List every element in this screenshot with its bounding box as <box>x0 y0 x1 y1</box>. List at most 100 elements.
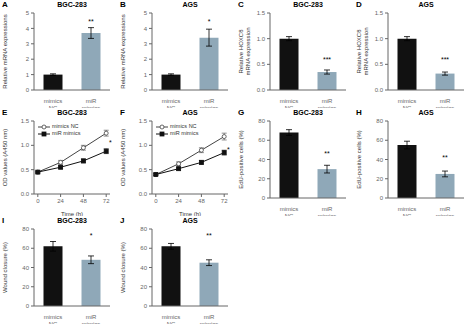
svg-text:60: 60 <box>376 137 383 143</box>
svg-text:40: 40 <box>258 157 265 163</box>
svg-text:EdU-positive cells (%): EdU-positive cells (%) <box>238 130 244 189</box>
svg-text:mimicsNC: mimicsNC <box>162 98 181 108</box>
svg-text:60: 60 <box>22 245 29 251</box>
html-text:BGC-283: BGC-283 <box>57 109 87 116</box>
html-text:AGS: AGS <box>182 1 198 8</box>
svg-text:4: 4 <box>144 26 148 32</box>
svg-text:miRmimics: miRmimics <box>200 98 219 108</box>
svg-text:20: 20 <box>258 176 265 182</box>
svg-text:5: 5 <box>26 10 30 16</box>
svg-text:20: 20 <box>140 284 147 290</box>
svg-text:80: 80 <box>22 226 29 232</box>
svg-text:1: 1 <box>26 72 30 78</box>
svg-text:0: 0 <box>26 303 30 309</box>
svg-text:Time (h): Time (h) <box>179 211 201 216</box>
svg-text:Relative HOXC8: Relative HOXC8 <box>356 29 362 74</box>
svg-text:1.0: 1.0 <box>375 36 384 42</box>
svg-text:0: 0 <box>154 198 158 204</box>
svg-text:20: 20 <box>22 284 29 290</box>
svg-text:Wound closure (%): Wound closure (%) <box>120 242 126 293</box>
svg-text:1: 1 <box>144 72 148 78</box>
svg-text:mimicsNC: mimicsNC <box>44 314 63 324</box>
svg-text:1.5: 1.5 <box>257 10 266 16</box>
svg-text:1.0: 1.0 <box>257 36 266 42</box>
html-text:AGS: AGS <box>418 1 434 8</box>
svg-text:mRNA expression: mRNA expression <box>363 27 369 75</box>
svg-text:*: * <box>90 232 93 239</box>
svg-text:0.0: 0.0 <box>21 191 30 197</box>
svg-text:1.5: 1.5 <box>21 118 30 124</box>
svg-text:1.5: 1.5 <box>375 10 384 16</box>
svg-text:**: ** <box>88 18 94 25</box>
svg-text:mimicsNC: mimicsNC <box>280 98 299 108</box>
svg-text:2: 2 <box>144 56 148 62</box>
svg-text:Relative mRNA expressions: Relative mRNA expressions <box>120 14 126 88</box>
svg-text:0.5: 0.5 <box>21 167 30 173</box>
svg-text:40: 40 <box>376 157 383 163</box>
svg-text:**: ** <box>206 232 212 239</box>
svg-text:0: 0 <box>36 198 40 204</box>
svg-text:0: 0 <box>144 87 148 93</box>
svg-text:mimicsNC: mimicsNC <box>44 98 63 108</box>
svg-text:0: 0 <box>262 195 266 201</box>
svg-text:**: ** <box>324 150 330 157</box>
svg-text:40: 40 <box>22 265 29 271</box>
html-text:G: G <box>238 108 245 117</box>
html-text:BGC-283: BGC-283 <box>57 1 87 8</box>
svg-text:1.5: 1.5 <box>139 118 148 124</box>
svg-text:**: ** <box>442 154 448 161</box>
svg-text:miRmimics: miRmimics <box>200 314 219 324</box>
svg-text:***: *** <box>323 56 331 63</box>
svg-text:mimicsNC: mimicsNC <box>162 314 181 324</box>
svg-text:24: 24 <box>57 198 64 204</box>
svg-text:40: 40 <box>140 265 147 271</box>
svg-text:***: *** <box>441 56 449 63</box>
svg-text:miRmimics: miRmimics <box>82 98 101 108</box>
svg-text:0: 0 <box>144 303 148 309</box>
svg-text:miRmimics: miRmimics <box>82 314 101 324</box>
svg-text:mimicsNC: mimicsNC <box>398 98 417 108</box>
svg-text:20: 20 <box>376 176 383 182</box>
svg-text:0: 0 <box>380 195 384 201</box>
svg-text:*: * <box>208 18 211 25</box>
html-text:AGS: AGS <box>182 109 198 116</box>
svg-text:*: * <box>227 146 230 153</box>
svg-text:48: 48 <box>198 198 205 204</box>
svg-text:60: 60 <box>140 245 147 251</box>
svg-text:1.0: 1.0 <box>139 142 148 148</box>
svg-text:miRmimics: miRmimics <box>436 206 455 216</box>
svg-text:miRmimics: miRmimics <box>318 206 337 216</box>
svg-text:80: 80 <box>140 226 147 232</box>
svg-text:4: 4 <box>26 26 30 32</box>
svg-text:Relative HOXC8: Relative HOXC8 <box>238 29 244 74</box>
svg-text:EdU-positive cells (%): EdU-positive cells (%) <box>356 130 362 189</box>
svg-text:miRmimics: miRmimics <box>436 98 455 108</box>
svg-text:mimicsNC: mimicsNC <box>398 206 417 216</box>
svg-text:0.5: 0.5 <box>375 61 384 67</box>
svg-text:72: 72 <box>103 198 110 204</box>
svg-text:OD values (A450 nm): OD values (A450 nm) <box>120 129 126 187</box>
svg-text:mRNA expression: mRNA expression <box>245 27 251 75</box>
svg-text:60: 60 <box>258 137 265 143</box>
svg-text:0: 0 <box>26 87 30 93</box>
svg-text:0.5: 0.5 <box>257 61 266 67</box>
svg-text:*: * <box>109 139 112 146</box>
svg-text:mimicsNC: mimicsNC <box>280 206 299 216</box>
svg-text:0.0: 0.0 <box>257 87 266 93</box>
svg-text:80: 80 <box>376 118 383 124</box>
svg-text:80: 80 <box>258 118 265 124</box>
svg-text:0.0: 0.0 <box>375 87 384 93</box>
svg-text:miRmimics: miRmimics <box>318 98 337 108</box>
svg-text:3: 3 <box>144 41 148 47</box>
svg-text:2: 2 <box>26 56 30 62</box>
svg-text:1.0: 1.0 <box>21 142 30 148</box>
svg-text:Time (h): Time (h) <box>61 211 83 216</box>
html-text:BGC-283: BGC-283 <box>293 1 323 8</box>
svg-text:3: 3 <box>26 41 30 47</box>
svg-text:24: 24 <box>175 198 182 204</box>
svg-text:72: 72 <box>221 198 228 204</box>
svg-text:5: 5 <box>144 10 148 16</box>
svg-text:48: 48 <box>80 198 87 204</box>
svg-text:0.0: 0.0 <box>139 191 148 197</box>
svg-text:0.5: 0.5 <box>139 167 148 173</box>
